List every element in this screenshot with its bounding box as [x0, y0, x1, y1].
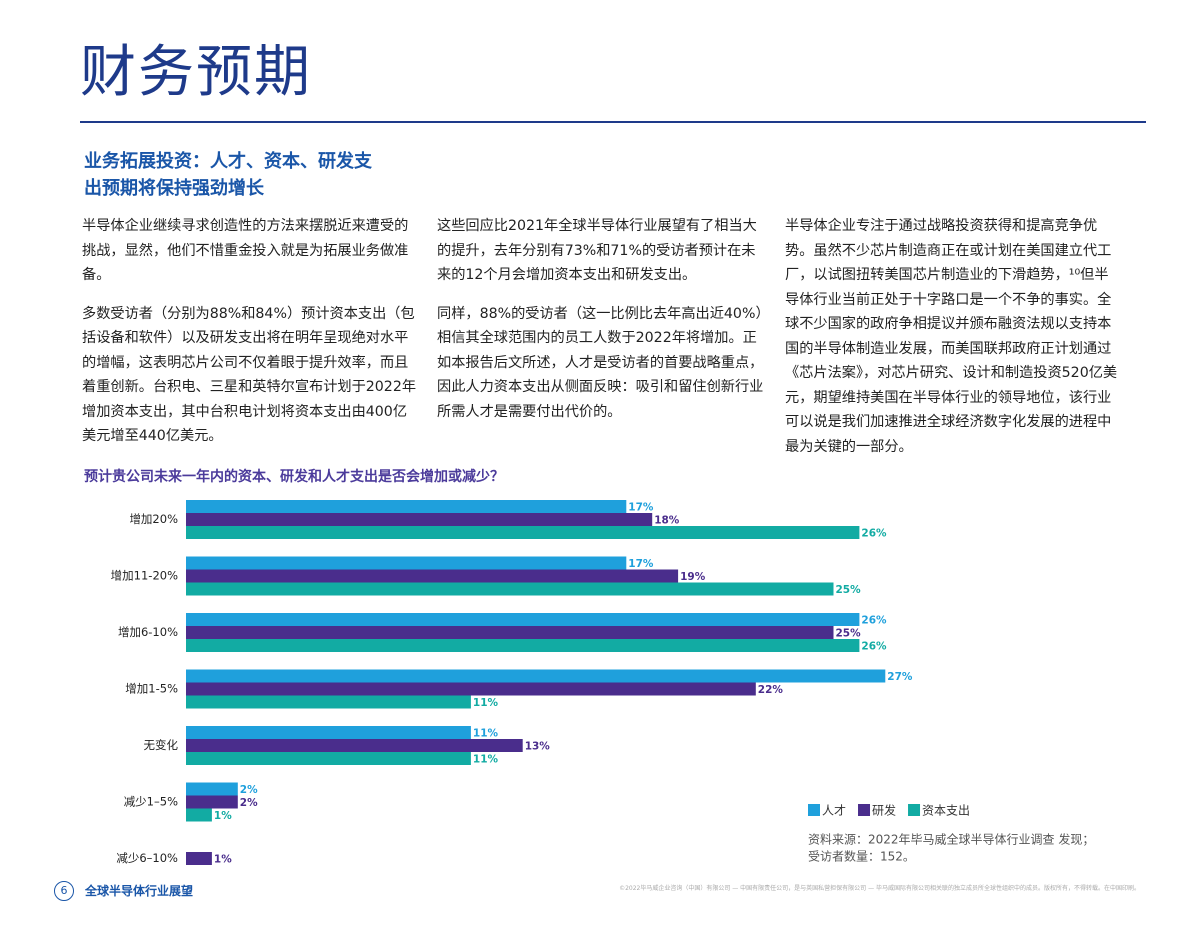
bar — [186, 639, 860, 652]
value-label: 17% — [628, 502, 654, 514]
legend-swatch — [908, 804, 921, 816]
value-label: 17% — [628, 558, 654, 570]
bar — [186, 513, 653, 526]
bar — [186, 569, 679, 583]
chart: 预计贵公司未来一年内的资本、研发和人才支出是否会增加或减少？ 增加20%17%1… — [84, 468, 1094, 866]
paragraph: 半导体企业专注于通过战略投资获得和提高竞争优势。虽然不少芯片制造商正在或计划在美… — [785, 218, 1118, 455]
source-note: 受访者数量：152。 — [808, 849, 915, 864]
paragraph: 同样，88%的受访者（这一比例比去年高出近40%）相信其全球范围内的员工人数于2… — [437, 305, 764, 420]
bar — [186, 582, 834, 596]
value-label: 2% — [240, 797, 258, 809]
section-heading: 业务拓展投资：人才、资本、研发支 出预期将保持强劲增长 — [84, 148, 372, 202]
value-label: 26% — [861, 641, 887, 653]
bar — [186, 500, 627, 513]
heading-line: 出预期将保持强劲增长 — [84, 178, 264, 199]
bar — [186, 682, 756, 696]
heading-line: 业务拓展投资：人才、资本、研发支 — [84, 151, 372, 172]
value-label: 18% — [654, 515, 680, 527]
legend-swatch — [808, 804, 820, 816]
category-label: 增加6-10% — [118, 625, 178, 639]
value-label: 25% — [836, 628, 862, 640]
value-label: 19% — [680, 571, 706, 583]
text-column: 半导体企业专注于通过战略投资获得和提高竞争优势。虽然不少芯片制造商正在或计划在美… — [785, 214, 1121, 473]
page-number: 6 — [54, 881, 74, 901]
text-column: 这些回应比2021年全球半导体行业展望有了相当大的提升，去年分别有73%和71%… — [437, 214, 767, 438]
category-label: 减少1–5% — [124, 795, 178, 809]
value-label: 27% — [887, 671, 913, 683]
footer-title: 全球半导体行业展望 — [85, 884, 194, 898]
paragraph: 半导体企业继续寻求创造性的方法来摆脱近来遭受的挑战，显然，他们不惜重金投入就是为… — [82, 218, 409, 283]
category-label: 无变化 — [144, 738, 179, 752]
bar — [186, 626, 834, 639]
value-label: 11% — [473, 728, 499, 740]
value-label: 1% — [214, 854, 232, 866]
value-label: 13% — [525, 741, 551, 753]
category-label: 减少6–10% — [116, 851, 178, 865]
value-label: 11% — [473, 697, 499, 709]
bar — [186, 726, 471, 739]
value-label: 22% — [758, 684, 784, 696]
value-label: 26% — [861, 528, 887, 540]
legend-label: 研发 — [872, 803, 896, 818]
bar — [186, 752, 471, 765]
value-label: 11% — [473, 754, 499, 766]
value-label: 26% — [861, 615, 887, 627]
bar — [186, 808, 212, 822]
bar — [186, 739, 523, 752]
category-label: 增加11-20% — [111, 569, 178, 583]
category-label: 增加1-5% — [125, 682, 178, 696]
chart-title: 预计贵公司未来一年内的资本、研发和人才支出是否会增加或减少？ — [84, 468, 504, 485]
bar — [186, 613, 860, 626]
category-label: 增加20% — [129, 512, 178, 526]
bar — [186, 669, 886, 683]
bar — [186, 852, 212, 865]
bar — [186, 695, 471, 709]
value-label: 1% — [214, 810, 232, 822]
bar — [186, 795, 238, 809]
footer-legal: ©2022毕马威企业咨询（中国）有限公司 — 中国有限责任公司，是与英国私营担保… — [619, 885, 1140, 892]
value-label: 2% — [240, 784, 258, 796]
legend-swatch — [858, 804, 871, 816]
title-rule — [80, 121, 1146, 123]
page-title: 财务预期 — [80, 40, 312, 105]
bar — [186, 556, 627, 570]
paragraph: 多数受访者（分别为88%和84%）预计资本支出（包括设备和软件）以及研发支出将在… — [82, 305, 417, 445]
value-label: 25% — [836, 584, 862, 596]
source-note: 资料来源：2022年毕马威全球半导体行业调查 发现； — [808, 832, 1094, 847]
text-column: 半导体企业继续寻求创造性的方法来摆脱近来遭受的挑战，显然，他们不惜重金投入就是为… — [82, 214, 418, 463]
paragraph: 这些回应比2021年全球半导体行业展望有了相当大的提升，去年分别有73%和71%… — [437, 218, 757, 283]
legend-label: 人才 — [822, 804, 846, 818]
legend-label: 资本支出 — [922, 804, 970, 818]
bar — [186, 782, 238, 796]
bar — [186, 526, 860, 539]
